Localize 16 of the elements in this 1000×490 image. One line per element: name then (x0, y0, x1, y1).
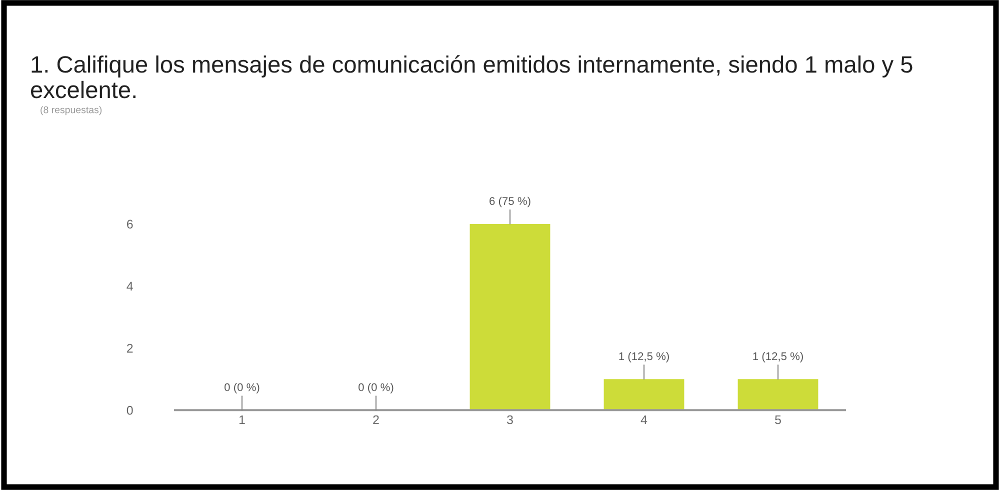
y-tick-label: 0 (126, 406, 133, 415)
x-tick-label: 1 (239, 415, 245, 424)
data-label: 6 (75 %) (490, 196, 530, 208)
data-label: 0 (0 %) (224, 383, 260, 394)
y-tick-label: 2 (127, 344, 133, 353)
x-tick-label: 4 (640, 415, 648, 424)
x-tick-label: 2 (373, 415, 379, 424)
data-label: 0 (0 %) (358, 383, 394, 394)
y-tick-label: 4 (126, 282, 133, 291)
text: (8 respuestas) (40, 106, 102, 116)
data-label: 1 (12,5 %) (753, 352, 803, 362)
x-tick-label: 5 (775, 415, 781, 424)
y-tick-label: 6 (127, 220, 133, 229)
x-tick-label: 3 (507, 415, 513, 424)
data-label: 1 (12,5 %) (619, 352, 669, 362)
chart-title: 1. Califique los mensajes de comunicación emitidos internamente, siendo 1 malo y 5 excelente. (31, 55, 912, 98)
